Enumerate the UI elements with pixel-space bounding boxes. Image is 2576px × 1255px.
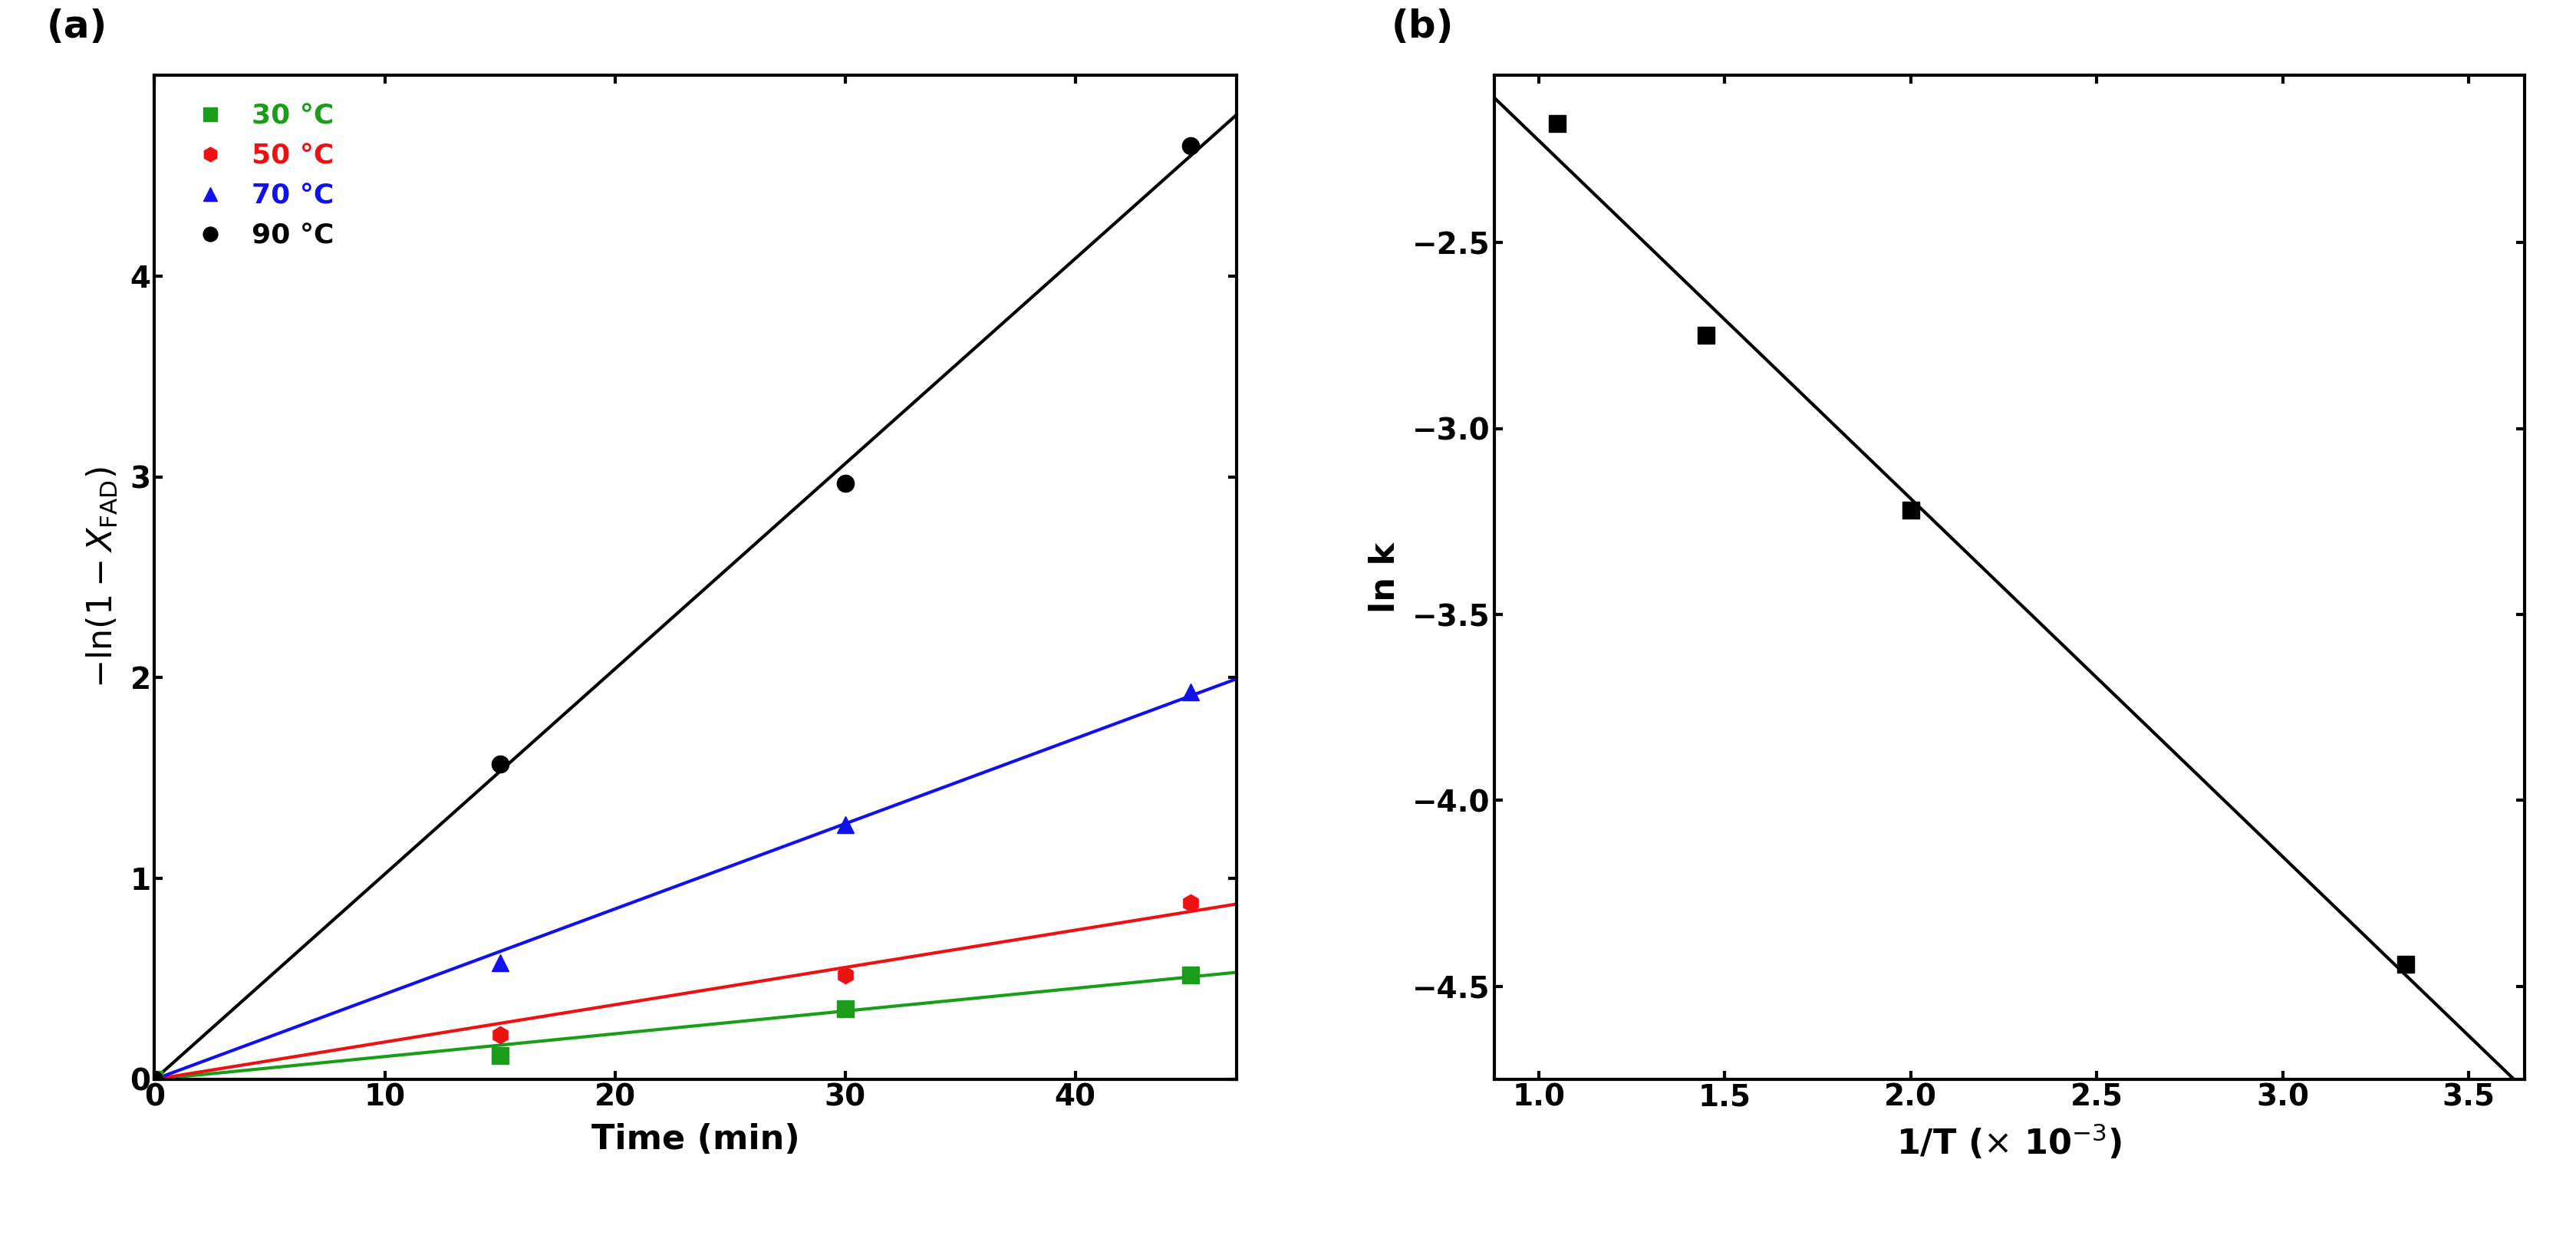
X-axis label: 1/T ($\times$ 10$^{-3}$): 1/T ($\times$ 10$^{-3}$) <box>1896 1123 2123 1162</box>
Y-axis label: ln k: ln k <box>1368 542 1401 612</box>
X-axis label: Time (min): Time (min) <box>592 1123 799 1156</box>
Text: (a): (a) <box>46 9 108 45</box>
Legend: 30 °C, 50 °C, 70 °C, 90 °C: 30 °C, 50 °C, 70 °C, 90 °C <box>167 89 348 262</box>
Text: (b): (b) <box>1391 9 1453 45</box>
Y-axis label: $-\ln(1-X_{\rm FAD})$: $-\ln(1-X_{\rm FAD})$ <box>85 467 118 688</box>
